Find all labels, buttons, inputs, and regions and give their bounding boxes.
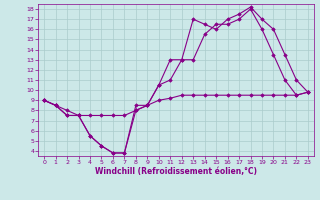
X-axis label: Windchill (Refroidissement éolien,°C): Windchill (Refroidissement éolien,°C) xyxy=(95,167,257,176)
